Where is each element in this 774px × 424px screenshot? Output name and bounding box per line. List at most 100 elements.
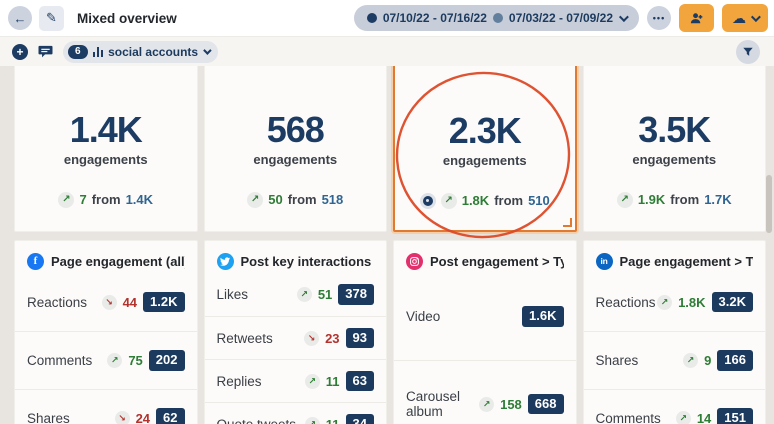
comment-bubble-icon [38,45,53,59]
delta-value: 1.8K [461,193,490,209]
social-accounts-filter[interactable]: 6 social accounts [63,40,219,63]
trend-down-icon: ↘ [114,411,130,424]
back-button[interactable]: ← [8,6,32,30]
delta-value: 1.9K [637,192,666,208]
breakdown-card-twitter[interactable]: Post key interactions > Type Likes ↗ 51 … [203,240,387,424]
metric-rows: Reactions ↘ 44 1.2K Comments ↗ 75 202 [15,273,197,424]
total-badge: 62 [156,408,185,424]
row-label: Shares [27,411,70,424]
trend-up-icon: ↗ [616,191,633,208]
metric-value: 3.5K [638,109,711,150]
more-options-button[interactable]: ••• [647,6,671,30]
filter-toolbar: + 6 social accounts [0,37,774,66]
row-label: Quote tweets [216,416,297,424]
delta-value: 24 [135,411,151,424]
total-badge: 202 [148,350,185,371]
trend-up-icon: ↗ [247,191,264,208]
metric-label: engagements [253,151,338,167]
row-label: Reactions [595,294,656,310]
from-label: from [670,192,700,208]
twitter-icon [216,252,234,270]
add-widget-button[interactable]: + [12,43,28,60]
metric-change: ↗ 50 from 518 [247,191,343,208]
metric-value: 1.4K [69,109,143,150]
accounts-filter-label: social accounts [108,44,199,59]
total-badge: 1.2K [143,291,185,313]
ellipsis-icon: ••• [652,13,666,23]
vertical-scrollbar-thumb[interactable] [766,175,772,233]
linkedin-icon: in [595,252,613,270]
metric-card-instagram-engagements-selected[interactable]: 2.3K engagements ↗ 1.8K from 510 [393,66,577,232]
trend-up-icon: ↗ [479,396,495,412]
trend-up-icon: ↗ [657,294,673,310]
metric-row: Retweets ↘ 23 93 [204,316,386,359]
previous-value: 1.4K [125,192,154,208]
facebook-icon: f [27,252,44,270]
metric-card-linkedin-engagements[interactable]: 3.5K engagements ↗ 1.9K from 1.7K [582,66,766,232]
total-badge: 166 [717,350,753,371]
plus-icon: + [16,44,24,59]
row-label: Carousel album [406,389,461,419]
delta-value: 44 [122,294,138,310]
previous-value: 510 [528,193,550,209]
summary-cards-row: 1.4K engagements ↗ 7 from 1.4K 568 engag… [14,66,766,232]
row-label: Comments [27,353,93,368]
metric-row: Comments ↗ 75 202 [15,331,197,389]
card-title: Post key interactions > Type [240,253,375,269]
report-canvas: 1.4K engagements ↗ 7 from 1.4K 568 engag… [0,66,774,424]
metric-card-twitter-engagements[interactable]: 568 engagements ↗ 50 from 518 [203,66,387,232]
filters-button[interactable] [736,39,760,64]
resize-handle[interactable] [562,218,572,227]
delta-value: 158 [500,396,522,412]
export-button[interactable]: ☁ [722,4,768,32]
row-label: Retweets [216,330,273,346]
card-header: f Page engagement (all) > T... [15,241,197,273]
total-badge: 378 [338,284,374,305]
total-badge: 93 [345,327,374,349]
metric-row: Likes ↗ 51 378 [205,273,387,316]
breakdown-card-facebook[interactable]: f Page engagement (all) > T... Reactions… [14,240,198,424]
share-report-button[interactable] [679,4,714,32]
total-badge: 63 [345,370,374,392]
breakdown-card-linkedin[interactable]: in Page engagement > Type Reactions ↗ 1.… [582,240,766,424]
metric-label: engagements [442,152,527,168]
row-label: Shares [595,353,639,368]
breakdown-cards-row: f Page engagement (all) > T... Reactions… [14,240,766,424]
row-label: Replies [216,373,262,389]
comparison-range-dot-icon [492,13,503,23]
goal-badge-icon [419,192,436,209]
card-title: Page engagement (all) > T... [51,253,185,269]
back-arrow-icon: ← [13,10,27,26]
metric-rows: Video 1.6K Carousel album ↗ 158 668 [394,273,576,424]
delta-value: 14 [696,411,712,424]
total-badge: 151 [717,408,753,424]
row-label: Video [406,309,441,324]
metric-card-facebook-engagements[interactable]: 1.4K engagements ↗ 7 from 1.4K [14,66,198,232]
chevron-down-icon [750,11,761,22]
trend-up-icon: ↗ [683,353,699,368]
delta-value: 7 [79,192,87,208]
metric-row: Carousel album ↗ 158 668 [394,360,576,424]
instagram-icon [406,252,423,270]
comments-button[interactable] [38,45,53,59]
trend-up-icon: ↗ [296,287,312,302]
trend-down-icon: ↘ [304,330,320,346]
date-range-selector[interactable]: 07/10/22 - 07/16/22 07/03/22 - 07/09/22 [353,5,639,31]
trend-up-icon: ↗ [107,353,123,368]
accounts-count-badge: 6 [68,44,88,59]
total-badge: 668 [527,393,564,415]
comparison-date-range: 07/03/22 - 07/09/22 [508,11,613,25]
card-header: Post engagement > Type [394,241,576,273]
metric-rows: Likes ↗ 51 378 Retweets ↘ 23 93 [204,273,387,424]
card-title: Post engagement > Type [430,253,564,269]
metric-label: engagements [63,151,148,167]
metric-row: Replies ↗ 11 63 [204,359,386,402]
card-header: Post key interactions > Type [205,241,387,273]
chevron-down-icon [203,45,212,55]
from-label: from [287,192,317,208]
edit-report-button[interactable]: ✎ [39,5,64,31]
breakdown-card-instagram[interactable]: Post engagement > Type Video 1.6K Carous… [393,240,577,424]
from-label: from [494,193,524,209]
page-title: Mixed overview [77,10,177,26]
metric-rows: Reactions ↗ 1.8K 3.2K Shares ↗ 9 166 [583,273,765,424]
